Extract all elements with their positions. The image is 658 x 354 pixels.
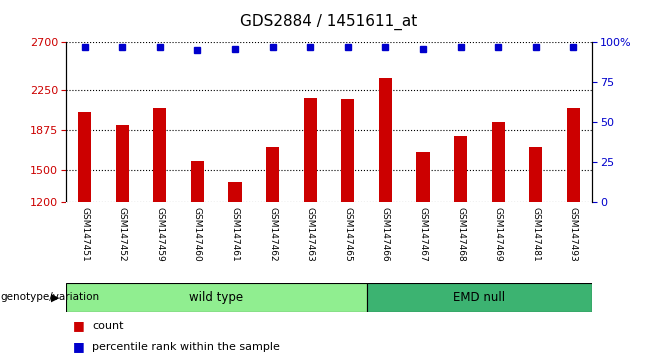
Text: GSM147465: GSM147465: [343, 207, 352, 262]
Bar: [153, 108, 166, 202]
Text: GSM147469: GSM147469: [494, 207, 503, 262]
Text: ■: ■: [72, 341, 84, 353]
Text: GSM147462: GSM147462: [268, 207, 277, 262]
Bar: [379, 78, 392, 202]
Bar: [303, 98, 316, 202]
Text: GSM147468: GSM147468: [456, 207, 465, 262]
Text: GSM147466: GSM147466: [381, 207, 390, 262]
Bar: [342, 99, 355, 202]
Text: genotype/variation: genotype/variation: [1, 292, 100, 302]
Text: GSM147451: GSM147451: [80, 207, 89, 262]
Text: GSM147493: GSM147493: [569, 207, 578, 262]
Text: count: count: [92, 321, 124, 331]
Text: GSM147481: GSM147481: [531, 207, 540, 262]
Text: GSM147467: GSM147467: [418, 207, 428, 262]
Bar: [266, 147, 279, 202]
Text: ■: ■: [72, 319, 84, 332]
Bar: [492, 122, 505, 202]
Text: GDS2884 / 1451611_at: GDS2884 / 1451611_at: [240, 14, 418, 30]
Text: GSM147463: GSM147463: [306, 207, 315, 262]
Bar: [116, 125, 129, 202]
Text: percentile rank within the sample: percentile rank within the sample: [92, 342, 280, 352]
Text: GSM147460: GSM147460: [193, 207, 202, 262]
Text: GSM147452: GSM147452: [118, 207, 127, 262]
Bar: [454, 136, 467, 202]
Text: GSM147461: GSM147461: [230, 207, 240, 262]
Bar: [66, 283, 367, 312]
Bar: [367, 283, 592, 312]
Bar: [228, 182, 241, 202]
Text: wild type: wild type: [189, 291, 243, 304]
Bar: [567, 108, 580, 202]
Text: EMD null: EMD null: [453, 291, 505, 304]
Bar: [191, 161, 204, 202]
Bar: [78, 112, 91, 202]
Text: GSM147459: GSM147459: [155, 207, 164, 262]
Bar: [417, 152, 430, 202]
Bar: [529, 147, 542, 202]
Text: ▶: ▶: [51, 292, 59, 302]
